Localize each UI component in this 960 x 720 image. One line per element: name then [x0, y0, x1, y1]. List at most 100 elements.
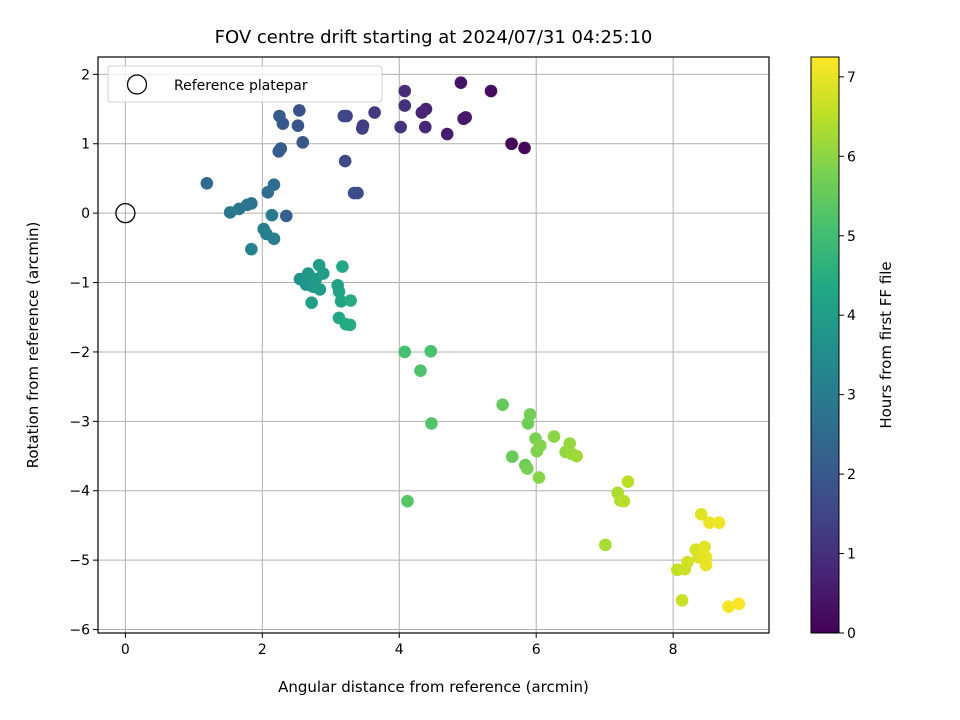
data-point	[312, 258, 326, 272]
data-points	[200, 76, 746, 613]
y-axis-label: Rotation from reference (arcmin)	[24, 222, 42, 469]
x-axis-ticks: 0 2 4 6 8	[121, 633, 678, 658]
y-tick-label: −3	[69, 414, 90, 430]
colorbar-tick-label: 7	[847, 70, 856, 86]
data-point	[355, 122, 369, 135]
data-point	[272, 145, 286, 158]
data-point	[698, 540, 711, 554]
data-point	[414, 364, 427, 377]
data-point	[505, 137, 518, 151]
y-tick-label: 2	[81, 67, 90, 83]
reference-marker	[115, 202, 136, 224]
data-point	[563, 437, 577, 450]
colorbar: 0 1 2 3 4 5 6 7 Hours from first FF file	[810, 56, 895, 642]
data-point	[368, 106, 381, 119]
data-point	[401, 494, 414, 508]
data-point	[532, 471, 546, 484]
data-point	[398, 84, 412, 98]
colorbar-gradient	[810, 56, 840, 634]
x-tick-label: 2	[258, 642, 267, 658]
data-point	[732, 597, 746, 611]
data-point	[681, 555, 694, 569]
x-tick-label: 6	[532, 642, 541, 658]
data-point	[570, 449, 583, 463]
x-tick-label: 0	[121, 642, 130, 658]
data-point	[534, 439, 547, 452]
data-point	[398, 345, 412, 359]
data-point	[484, 84, 498, 98]
data-point	[245, 242, 258, 256]
colorbar-ticks: 0 1 2 3 4 5 6 7	[839, 70, 856, 642]
data-point	[547, 430, 561, 443]
data-point	[394, 120, 407, 134]
colorbar-tick-label: 3	[847, 388, 856, 404]
data-point	[521, 462, 534, 475]
data-point	[332, 285, 346, 298]
data-point	[279, 209, 293, 223]
colorbar-tick-label: 5	[847, 229, 856, 245]
data-point	[425, 417, 438, 430]
x-axis-label: Angular distance from reference (arcmin)	[278, 678, 589, 696]
data-point	[200, 177, 214, 190]
data-point	[617, 494, 631, 508]
data-point	[523, 408, 537, 421]
y-tick-label: 1	[81, 137, 90, 153]
data-point	[265, 208, 279, 222]
data-point	[337, 109, 351, 123]
chart-title: FOV centre drift starting at 2024/07/31 …	[215, 27, 653, 48]
data-point	[273, 109, 286, 123]
y-tick-label: −5	[69, 553, 90, 569]
data-point	[223, 206, 237, 219]
colorbar-tick-label: 6	[847, 149, 856, 165]
y-tick-label: −4	[69, 484, 90, 500]
data-point	[712, 516, 726, 529]
data-point	[454, 76, 468, 89]
x-tick-label: 4	[395, 642, 404, 658]
data-point	[344, 294, 357, 307]
data-point	[518, 141, 531, 155]
data-point	[440, 127, 454, 141]
reference-platepar-marker	[115, 202, 136, 224]
colorbar-tick-label: 1	[847, 547, 856, 563]
data-point	[505, 450, 519, 464]
data-point	[722, 600, 735, 613]
data-point	[338, 154, 352, 168]
legend: Reference platepar	[107, 65, 383, 103]
data-point	[694, 508, 708, 521]
data-point	[336, 260, 349, 273]
data-point	[343, 318, 357, 332]
data-point	[291, 119, 305, 133]
colorbar-tick-label: 2	[847, 467, 856, 483]
data-point	[703, 516, 716, 529]
legend-open-circle-marker	[126, 74, 148, 95]
data-point	[334, 294, 348, 308]
data-point	[599, 538, 612, 552]
data-point	[347, 186, 361, 200]
data-point	[415, 106, 429, 119]
data-point	[398, 99, 412, 112]
y-tick-label: 0	[81, 206, 90, 222]
data-point	[261, 186, 275, 199]
y-tick-label: −1	[69, 276, 90, 292]
data-point	[496, 398, 509, 411]
data-point	[305, 296, 318, 309]
colorbar-label: Hours from first FF file	[877, 261, 895, 428]
data-point	[424, 344, 438, 358]
y-axis-ticks: 2 1 0 −1 −2 −3 −4 −5 −6	[69, 67, 98, 639]
data-point	[675, 594, 689, 607]
colorbar-tick-label: 0	[847, 626, 856, 642]
grid-lines	[98, 57, 769, 633]
data-point	[293, 104, 306, 117]
plot-frame	[97, 56, 770, 634]
data-point	[621, 475, 635, 489]
y-tick-label: −6	[69, 623, 90, 639]
x-tick-label: 8	[669, 642, 678, 658]
data-point	[267, 232, 281, 246]
legend-box	[107, 65, 383, 103]
data-point	[313, 283, 327, 296]
legend-label: Reference platepar	[174, 78, 308, 94]
data-point	[699, 558, 713, 572]
y-tick-label: −2	[69, 345, 90, 361]
data-point	[296, 136, 310, 149]
